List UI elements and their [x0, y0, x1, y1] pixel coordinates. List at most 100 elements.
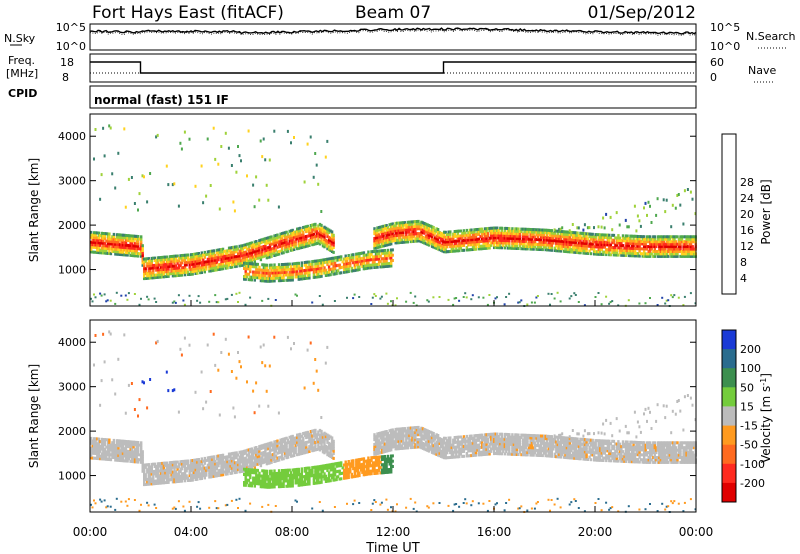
- velocity-cell: [183, 474, 187, 478]
- power-cell: [453, 242, 456, 246]
- power-cell: [577, 236, 581, 240]
- power-cell: [562, 240, 566, 243]
- power-cell: [270, 279, 273, 283]
- velocity-cell: [243, 464, 246, 468]
- power-cell: [346, 262, 349, 266]
- power-cell: [221, 259, 225, 263]
- power-cell: [267, 274, 270, 278]
- power-cell: [376, 249, 379, 253]
- power-cell: [156, 133, 159, 137]
- velocity-cell: [249, 455, 252, 459]
- power-cell: [290, 229, 293, 233]
- power-cell: [111, 247, 114, 251]
- power-cell: [218, 253, 222, 257]
- power-cell: [329, 229, 332, 233]
- power-heatmap-cells: [90, 124, 697, 307]
- power-cell: [423, 239, 426, 243]
- power-cell: [202, 268, 205, 272]
- velocity-cell: [259, 461, 263, 465]
- power-cell: [647, 240, 650, 244]
- power-cell: [497, 243, 500, 247]
- velocity-cell: [273, 455, 276, 459]
- power-cell: [527, 237, 531, 241]
- power-cell: [112, 250, 116, 253]
- power-cell: [256, 270, 259, 274]
- power-cell: [100, 294, 103, 297]
- power-cell: [133, 249, 137, 253]
- velocity-cell: [106, 505, 109, 508]
- power-cell: [573, 233, 576, 237]
- power-cell: [591, 232, 594, 236]
- velocity-cell: [94, 447, 97, 451]
- power-cell: [550, 241, 553, 245]
- power-cell: [332, 233, 335, 237]
- velocity-cell: [247, 460, 250, 464]
- power-cell: [396, 238, 399, 242]
- power-cell: [385, 226, 388, 230]
- power-cell: [647, 237, 650, 241]
- power-cell: [544, 231, 547, 235]
- power-cell: [114, 186, 117, 190]
- power-cell: [297, 239, 300, 243]
- power-cell: [480, 237, 484, 241]
- power-cell: [517, 239, 520, 243]
- power-cell: [473, 242, 476, 246]
- power-cell: [127, 292, 130, 295]
- power-cell: [661, 235, 664, 239]
- velocity-cell: [191, 476, 194, 480]
- power-cell: [215, 265, 219, 269]
- velocity-cell: [150, 470, 153, 474]
- power-cell: [174, 254, 178, 258]
- power-cell: [415, 234, 419, 238]
- power-cell: [441, 232, 444, 236]
- power-cell: [193, 257, 196, 261]
- power-cell: [311, 235, 314, 239]
- power-cell: [218, 250, 222, 254]
- power-cell: [253, 262, 256, 266]
- power-cell: [179, 141, 182, 145]
- power-cell: [133, 244, 137, 248]
- power-cell: [258, 244, 261, 247]
- power-cell: [440, 239, 443, 243]
- power-cell: [433, 243, 437, 247]
- power-cell: [137, 208, 139, 212]
- velocity-cell: [271, 455, 275, 459]
- power-cell: [614, 253, 617, 257]
- power-cell: [643, 235, 646, 239]
- power-cell: [682, 247, 685, 251]
- power-cell: [276, 276, 279, 280]
- power-cell: [644, 242, 647, 246]
- velocity-cell: [261, 477, 264, 481]
- power-cell: [212, 254, 216, 258]
- power-cell: [483, 227, 487, 231]
- power-cell: [194, 257, 197, 261]
- power-cell: [208, 264, 211, 268]
- power-cell: [558, 247, 561, 250]
- power-cell: [315, 234, 319, 238]
- power-cell: [473, 245, 476, 249]
- power-cell: [383, 251, 387, 255]
- power-cell: [294, 267, 297, 271]
- power-cell: [291, 231, 294, 235]
- power-cell: [532, 230, 535, 234]
- power-cell: [406, 223, 409, 227]
- power-cell: [103, 232, 106, 236]
- power-cell: [641, 235, 644, 239]
- power-cell: [291, 273, 294, 277]
- power-cell: [261, 240, 264, 244]
- power-cell: [520, 227, 523, 231]
- power-cell: [468, 233, 472, 237]
- power-cell: [509, 232, 513, 235]
- power-cell: [156, 271, 160, 274]
- power-cell: [244, 258, 247, 261]
- power-cell: [511, 244, 514, 248]
- velocity-cell: [249, 468, 252, 472]
- velocity-cell: [226, 455, 229, 459]
- velocity-cell: [268, 441, 272, 445]
- velocity-cell: [149, 475, 152, 479]
- power-cell: [126, 246, 129, 250]
- power-cell: [211, 264, 214, 268]
- velocity-cell: [194, 390, 197, 394]
- power-cell: [646, 240, 649, 244]
- power-cell: [483, 237, 487, 241]
